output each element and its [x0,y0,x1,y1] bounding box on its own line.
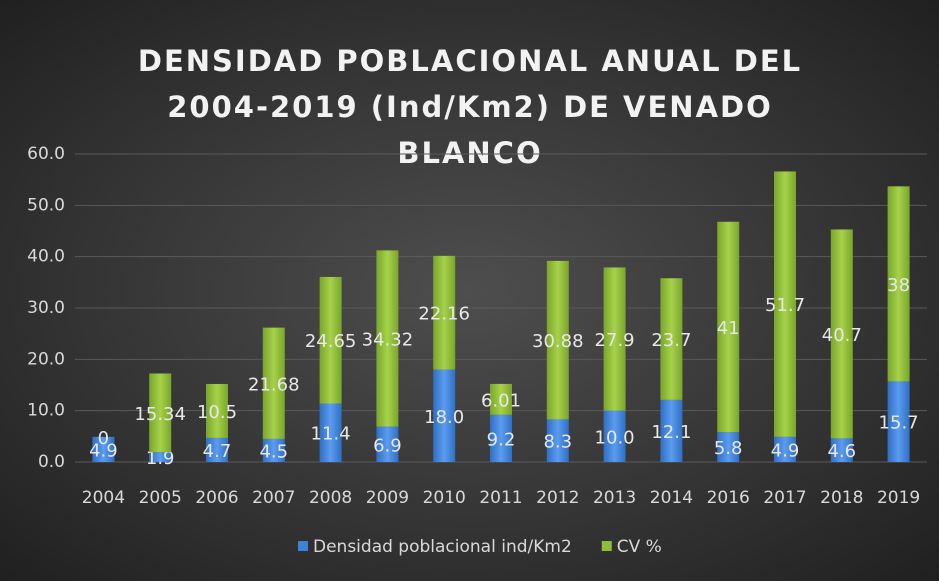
x-tick-label: 2018 [820,488,863,508]
data-label: 8.3 [543,432,572,453]
data-label: 22.16 [418,304,470,325]
data-label: 4.6 [827,441,856,462]
data-label: 34.32 [362,329,414,350]
x-tick-label: 2016 [707,488,750,508]
bar-segment [887,186,910,382]
bar-segment [546,419,569,462]
data-label: 5.8 [714,438,743,459]
bar-segment [433,255,456,370]
bar-segment [830,229,853,439]
data-label: 15.7 [879,413,919,434]
data-label: 15.34 [134,404,186,425]
bar-segment [774,436,796,462]
y-tick-label: 60.0 [27,144,65,164]
y-tick-label: 50.0 [27,195,65,215]
x-tick-label: 2019 [877,488,920,508]
data-label: 4.9 [771,440,800,461]
data-label: 38 [887,275,910,296]
data-label: 11.4 [311,424,351,445]
legend-label: Densidad poblacional ind/Km2 [313,537,572,557]
y-tick-label: 30.0 [27,298,65,318]
data-label: 24.65 [305,331,357,352]
x-tick-label: 2010 [423,488,466,508]
x-tick-label: 2005 [139,488,182,508]
bar-segment [660,399,683,462]
bar-segment [830,438,853,462]
data-label: 10.5 [197,402,237,423]
data-label: 4.7 [203,441,232,462]
bar-segment [92,436,115,462]
data-label: 6.01 [481,390,521,411]
data-label: 6.9 [373,435,402,456]
x-tick-label: 2008 [309,488,352,508]
data-label: 23.7 [651,330,691,351]
bar-segment [206,383,228,438]
x-tick-label: 2012 [536,488,579,508]
bar-segment [262,438,285,462]
data-label: 12.1 [651,422,691,443]
bar-segment [149,452,172,462]
y-tick-label: 0.0 [38,452,65,472]
x-tick-label: 2006 [195,488,238,508]
x-tick-label: 2011 [479,488,522,508]
y-tick-label: 40.0 [27,247,65,267]
data-label: 40.7 [822,325,862,346]
bar-segment [717,221,740,433]
y-tick-label: 10.0 [27,401,65,421]
x-tick-label: 2004 [82,488,125,508]
data-label: 9.2 [487,429,516,450]
bar-segment [717,432,740,462]
x-tick-label: 2017 [763,488,806,508]
y-tick-label: 20.0 [27,349,65,369]
bar-segment [206,437,228,462]
bar-segment [546,260,569,420]
data-label: 4.5 [259,441,288,462]
data-label: 4.9 [89,440,118,461]
bar-segment [774,171,796,437]
data-label: 51.7 [765,295,805,316]
bar-segment [319,403,342,462]
data-label: 18.0 [424,407,464,428]
x-tick-label: 2007 [252,488,295,508]
bar-segment [149,373,172,453]
bar-segment [376,426,399,462]
data-label: 1.9 [146,448,175,469]
chart-title: DENSIDAD POBLACIONAL ANUAL DEL 2004-2019… [137,44,803,170]
bar-segment [490,414,512,462]
bar-segment [433,369,456,462]
bar-segment [490,383,512,415]
legend-swatch [298,541,308,551]
data-label: 41 [717,318,740,339]
data-label: 27.9 [595,330,635,351]
x-tick-label: 2009 [366,488,409,508]
legend-label: CV % [617,537,662,557]
bar-segment [603,267,626,411]
legend-swatch [601,541,612,551]
bar-segment [262,327,285,439]
bar-segment [887,381,910,462]
x-tick-label: 2014 [650,488,693,508]
data-label: 30.88 [532,331,584,352]
x-tick-label: 2013 [593,488,636,508]
data-label: 21.68 [248,374,300,395]
data-label: 0 [98,428,109,449]
bar-segment [376,250,399,427]
bar-segment [319,276,342,404]
bar-segment [660,278,683,400]
bar-segment [603,410,626,462]
data-label: 10.0 [595,427,635,448]
